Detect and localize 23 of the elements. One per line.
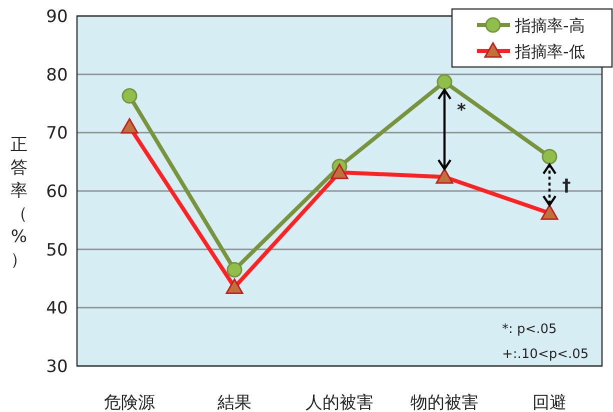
annotation: * [457,100,466,120]
x-tick-label: 危険源 [104,393,155,412]
y-tick-label: 70 [46,124,68,144]
point [436,74,452,90]
annotation: † [562,176,571,196]
y-tick-label: 50 [46,240,68,260]
y-tick-label: 80 [46,65,68,86]
annotation: +:.10<p<.05 [502,347,589,362]
legend-label: 指摘率-高 [514,16,585,35]
x-tick-label: 物的被害 [410,393,478,412]
y-axis-title: 正答率（%） [10,135,28,270]
y-tick-label: 30 [46,357,68,377]
x-tick-label: 人的被害 [306,393,374,412]
y-tick-label: 60 [46,182,68,202]
y-tick-label: 40 [46,298,68,319]
point [226,262,242,278]
point [542,148,558,164]
x-tick-label: 回避 [532,393,566,412]
x-tick-label: 結果 [216,393,252,412]
annotation: *: p<.05 [502,322,557,337]
legend-label: 指摘率-低 [514,42,585,61]
point [122,88,138,104]
y-tick-label: 90 [46,7,68,27]
